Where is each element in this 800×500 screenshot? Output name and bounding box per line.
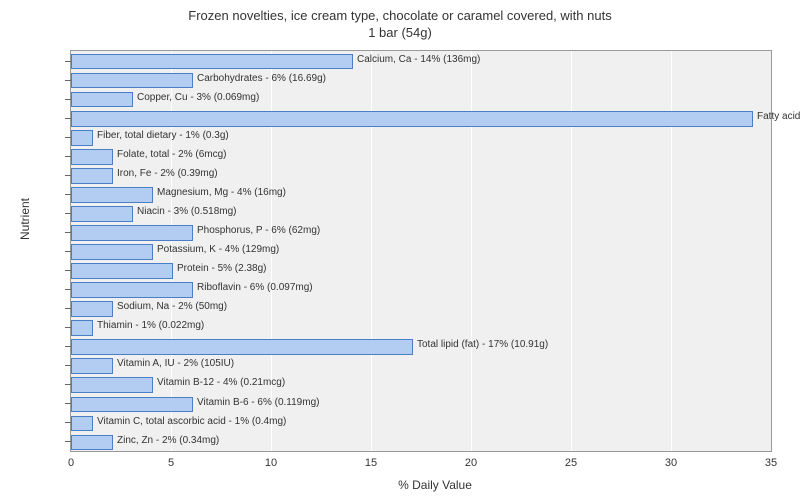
bar-row: Vitamin B-6 - 6% (0.119mg) [71, 394, 771, 413]
bar-label: Total lipid (fat) - 17% (10.91g) [417, 339, 548, 350]
bar [71, 73, 193, 89]
bar [71, 244, 153, 260]
bar-label: Niacin - 3% (0.518mg) [137, 206, 236, 217]
bar-label: Sodium, Na - 2% (50mg) [117, 301, 227, 312]
bar [71, 187, 153, 203]
bar-row: Protein - 5% (2.38g) [71, 261, 771, 280]
y-tick-mark [65, 270, 71, 271]
bar [71, 301, 113, 317]
chart-container: Frozen novelties, ice cream type, chocol… [0, 0, 800, 500]
bar-row: Niacin - 3% (0.518mg) [71, 203, 771, 222]
title-line2: 1 bar (54g) [368, 25, 432, 40]
bar-row: Thiamin - 1% (0.022mg) [71, 318, 771, 337]
bar-label: Phosphorus, P - 6% (62mg) [197, 225, 320, 236]
bar-row: Carbohydrates - 6% (16.69g) [71, 70, 771, 89]
bar [71, 225, 193, 241]
y-tick-mark [65, 156, 71, 157]
bar-label: Magnesium, Mg - 4% (16mg) [157, 187, 286, 198]
y-tick-mark [65, 327, 71, 328]
bar [71, 435, 113, 451]
title-line1: Frozen novelties, ice cream type, chocol… [188, 8, 611, 23]
bar-label: Protein - 5% (2.38g) [177, 263, 267, 274]
bar [71, 263, 173, 279]
bar-label: Fiber, total dietary - 1% (0.3g) [97, 130, 229, 141]
chart-title: Frozen novelties, ice cream type, chocol… [0, 0, 800, 42]
bar-row: Zinc, Zn - 2% (0.34mg) [71, 432, 771, 451]
bar [71, 320, 93, 336]
x-tick-label: 30 [665, 457, 677, 469]
y-tick-mark [65, 213, 71, 214]
bar-label: Calcium, Ca - 14% (136mg) [357, 54, 480, 65]
bar [71, 149, 113, 165]
bar [71, 206, 133, 222]
bar-label: Thiamin - 1% (0.022mg) [97, 320, 204, 331]
bar-row: Vitamin A, IU - 2% (105IU) [71, 356, 771, 375]
y-tick-mark [65, 422, 71, 423]
bar-row: Vitamin B-12 - 4% (0.21mcg) [71, 375, 771, 394]
y-tick-mark [65, 118, 71, 119]
bar-label: Carbohydrates - 6% (16.69g) [197, 73, 326, 84]
plot-area: 05101520253035Calcium, Ca - 14% (136mg)C… [70, 50, 772, 452]
bar-row: Vitamin C, total ascorbic acid - 1% (0.4… [71, 413, 771, 432]
bar [71, 358, 113, 374]
y-tick-mark [65, 308, 71, 309]
y-tick-mark [65, 403, 71, 404]
bar-label: Potassium, K - 4% (129mg) [157, 244, 279, 255]
y-tick-mark [65, 384, 71, 385]
bar [71, 397, 193, 413]
bar-label: Riboflavin - 6% (0.097mg) [197, 282, 313, 293]
bar-row: Phosphorus, P - 6% (62mg) [71, 222, 771, 241]
x-tick-label: 10 [265, 457, 277, 469]
y-tick-mark [65, 232, 71, 233]
x-tick-label: 25 [565, 457, 577, 469]
y-tick-mark [65, 289, 71, 290]
x-tick-label: 15 [365, 457, 377, 469]
y-tick-mark [65, 61, 71, 62]
y-tick-mark [65, 99, 71, 100]
bar-row: Copper, Cu - 3% (0.069mg) [71, 89, 771, 108]
bar [71, 282, 193, 298]
x-tick-label: 0 [68, 457, 74, 469]
bar-row: Iron, Fe - 2% (0.39mg) [71, 165, 771, 184]
bar [71, 111, 753, 127]
bar [71, 168, 113, 184]
bar [71, 54, 353, 70]
bar-row: Sodium, Na - 2% (50mg) [71, 299, 771, 318]
bar [71, 416, 93, 432]
bar-row: Calcium, Ca - 14% (136mg) [71, 51, 771, 70]
y-tick-mark [65, 346, 71, 347]
x-tick-label: 35 [765, 457, 777, 469]
bar-label: Fatty acids, total saturated - 34% (6.83… [757, 111, 800, 122]
x-tick-label: 20 [465, 457, 477, 469]
y-tick-mark [65, 175, 71, 176]
y-tick-mark [65, 194, 71, 195]
bar-row: Riboflavin - 6% (0.097mg) [71, 280, 771, 299]
y-tick-mark [65, 137, 71, 138]
bar-row: Total lipid (fat) - 17% (10.91g) [71, 337, 771, 356]
bar-label: Iron, Fe - 2% (0.39mg) [117, 168, 218, 179]
bar-row: Potassium, K - 4% (129mg) [71, 241, 771, 260]
bar-label: Vitamin A, IU - 2% (105IU) [117, 358, 234, 369]
bar-label: Vitamin C, total ascorbic acid - 1% (0.4… [97, 416, 286, 427]
y-tick-mark [65, 365, 71, 366]
bar [71, 377, 153, 393]
bar-label: Vitamin B-6 - 6% (0.119mg) [197, 397, 319, 408]
bar [71, 92, 133, 108]
bar-label: Copper, Cu - 3% (0.069mg) [137, 92, 259, 103]
bar-row: Fatty acids, total saturated - 34% (6.83… [71, 108, 771, 127]
bar [71, 339, 413, 355]
y-tick-mark [65, 80, 71, 81]
bar-row: Magnesium, Mg - 4% (16mg) [71, 184, 771, 203]
x-tick-label: 5 [168, 457, 174, 469]
bar-label: Zinc, Zn - 2% (0.34mg) [117, 435, 219, 446]
bar [71, 130, 93, 146]
x-axis-label: % Daily Value [35, 478, 800, 492]
y-tick-mark [65, 441, 71, 442]
bar-label: Vitamin B-12 - 4% (0.21mcg) [157, 377, 285, 388]
bar-row: Folate, total - 2% (6mcg) [71, 146, 771, 165]
bar-label: Folate, total - 2% (6mcg) [117, 149, 226, 160]
y-axis-label: Nutrient [18, 198, 32, 240]
bar-row: Fiber, total dietary - 1% (0.3g) [71, 127, 771, 146]
y-tick-mark [65, 251, 71, 252]
